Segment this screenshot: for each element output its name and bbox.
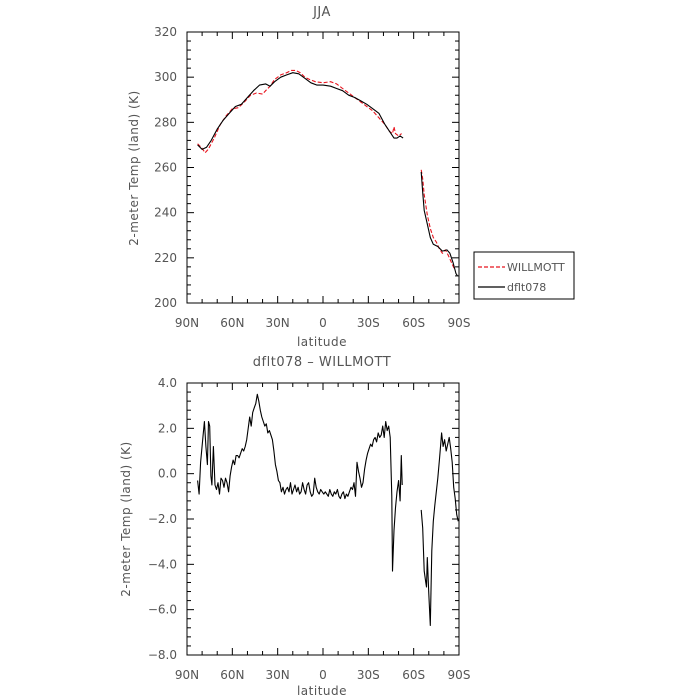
legend-label-dflt078: dflt078 — [507, 281, 546, 294]
x-tick-label: 60S — [402, 668, 425, 682]
x-tick-label: 60N — [220, 668, 244, 682]
y-tick-label: 240 — [154, 206, 177, 220]
y-tick-label: −8.0 — [148, 648, 177, 662]
bottom-plot-frame — [186, 382, 460, 656]
x-tick-label: 30S — [357, 316, 380, 330]
series-line-difference — [197, 393, 403, 572]
x-tick-label: 30N — [266, 316, 290, 330]
top-y-axis-label: 2-meter Temp (land) (K) — [127, 90, 141, 246]
series-line-dflt078 — [197, 72, 404, 150]
top-plot-frame — [186, 31, 460, 304]
top-series-layer — [197, 69, 458, 277]
bottom-panel: dflt078 – WILLMOTT 90N 60N 30N 0 30S 60S 90S −8… — [119, 355, 470, 698]
bottom-ticks-layer: 90N 60N 30N 0 30S 60S 90S −8.0 −6.0 −4.0 −2.0 0.0 2.… — [148, 376, 471, 682]
y-tick-label: 220 — [154, 251, 177, 265]
y-tick-label: 260 — [154, 161, 177, 175]
bottom-series-layer — [197, 393, 459, 627]
bottom-y-axis-label: 2-meter Temp (land) (K) — [119, 441, 133, 597]
top-ticks-layer: 90N 60N 30N 0 30S 60S 90S 200 220 240 260 280 300 320 — [154, 25, 470, 330]
top-x-axis-label: latitude — [297, 335, 347, 349]
legend: WILLMOTT dflt078 — [473, 251, 575, 300]
x-tick-label: 0 — [319, 316, 327, 330]
y-tick-label: 0.0 — [158, 467, 177, 481]
series-line-willmott — [420, 169, 455, 270]
top-panel: JJA 90N 60N 30N 0 30S 60S 90S 200 220 240 260 280 30… — [127, 5, 575, 349]
bottom-chart-title: dflt078 – WILLMOTT — [253, 355, 391, 370]
x-tick-label: 90S — [448, 668, 471, 682]
x-tick-label: 90N — [175, 316, 199, 330]
y-tick-label: −2.0 — [148, 512, 177, 526]
x-tick-label: 30N — [266, 668, 290, 682]
y-tick-label: 200 — [154, 296, 177, 310]
series-line-dflt078 — [420, 171, 458, 277]
x-tick-label: 60N — [220, 316, 244, 330]
series-line-willmott — [197, 69, 402, 154]
bottom-x-axis-label: latitude — [297, 684, 347, 698]
y-tick-label: 2.0 — [158, 421, 177, 435]
x-tick-label: 0 — [319, 668, 327, 682]
y-tick-label: 300 — [154, 70, 177, 84]
legend-label-willmott: WILLMOTT — [507, 261, 565, 274]
y-tick-label: 280 — [154, 115, 177, 129]
x-tick-label: 90S — [448, 316, 471, 330]
y-tick-label: 320 — [154, 25, 177, 39]
x-tick-label: 60S — [402, 316, 425, 330]
x-tick-label: 30S — [357, 668, 380, 682]
legend-box — [473, 251, 575, 300]
y-tick-label: −4.0 — [148, 557, 177, 571]
top-chart-title: JJA — [312, 5, 331, 20]
x-tick-label: 90N — [175, 668, 199, 682]
series-line-difference — [420, 432, 459, 627]
y-tick-label: −6.0 — [148, 603, 177, 617]
y-tick-label: 4.0 — [158, 376, 177, 390]
